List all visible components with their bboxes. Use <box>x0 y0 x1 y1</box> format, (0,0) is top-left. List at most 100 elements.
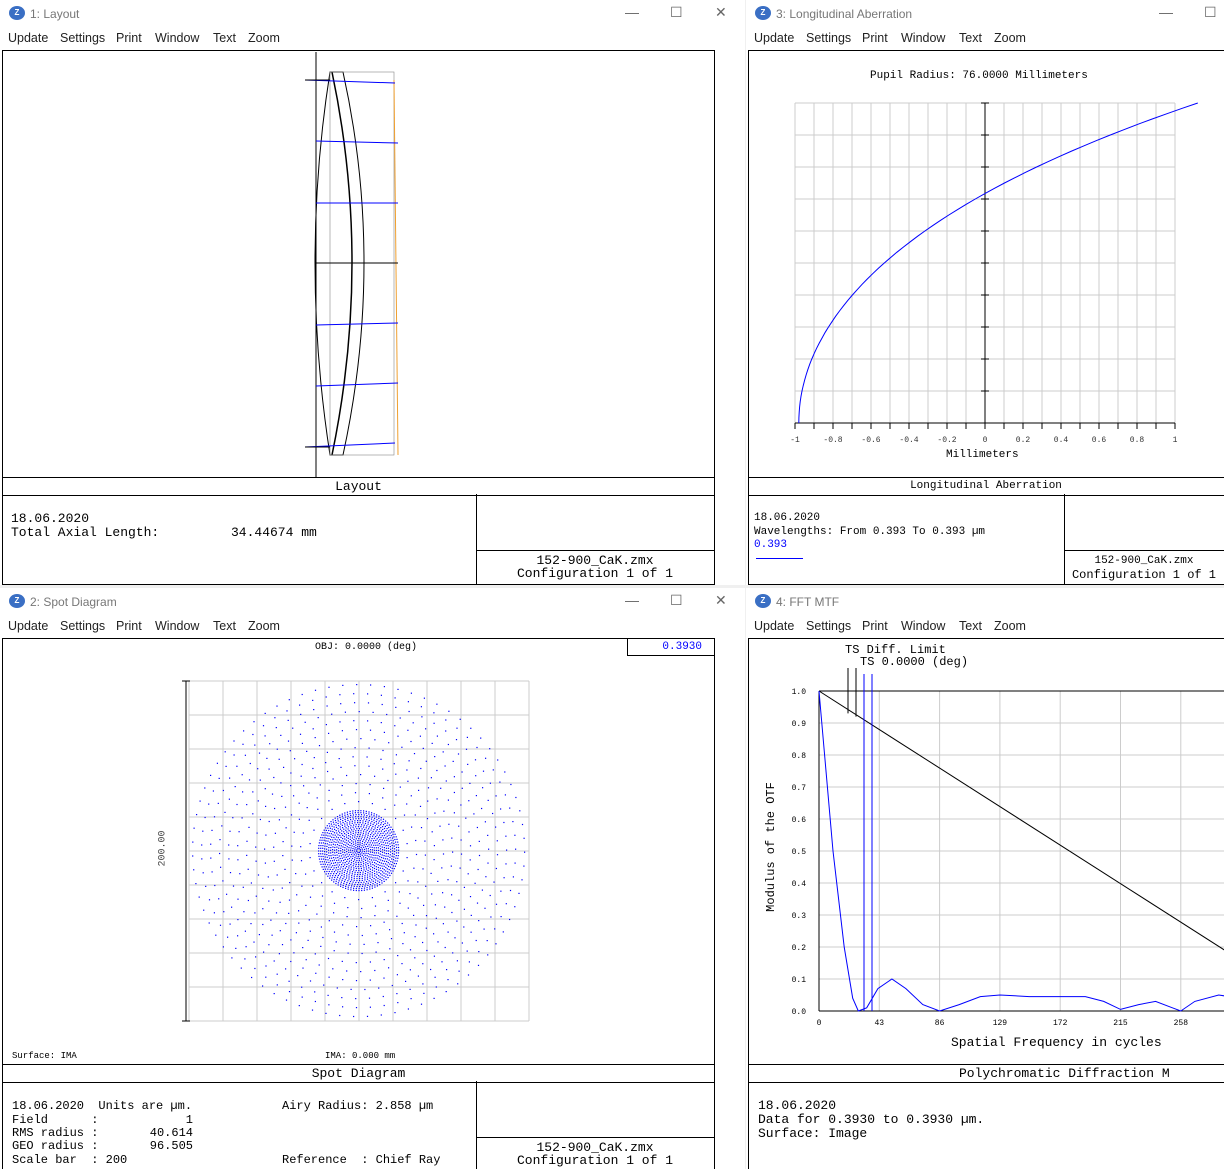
spot-point <box>341 824 343 826</box>
menu-update[interactable]: Update <box>754 31 795 45</box>
spot-point <box>360 867 362 869</box>
spot-point <box>212 790 214 792</box>
menu-print[interactable]: Print <box>862 31 888 45</box>
spot-point <box>323 858 325 860</box>
menu-settings[interactable]: Settings <box>806 31 852 45</box>
spot-point <box>395 794 397 796</box>
spot-point <box>312 728 314 730</box>
maximize-button[interactable]: ☐ <box>670 592 683 608</box>
menu-update[interactable]: Update <box>8 31 49 45</box>
spot-point <box>399 717 401 719</box>
spot-point <box>332 849 334 851</box>
menu-text[interactable]: Text <box>959 31 982 45</box>
title-bar[interactable]: Z 4: FFT MTF <box>746 588 1224 615</box>
spot-point <box>333 859 335 861</box>
caption-bar: Spot Diagram <box>2 1064 715 1083</box>
spot-point <box>374 739 376 741</box>
maximize-button[interactable]: ☐ <box>670 4 683 20</box>
menu-window[interactable]: Window <box>901 619 946 633</box>
spot-point <box>406 843 408 845</box>
menu-update[interactable]: Update <box>8 619 49 633</box>
spot-point <box>373 840 375 842</box>
window-title: 4: FFT MTF <box>776 595 840 609</box>
menu-zoom[interactable]: Zoom <box>248 619 280 633</box>
spot-point <box>353 846 355 848</box>
menu-print[interactable]: Print <box>116 619 142 633</box>
configuration: Configuration 1 of 1 <box>1071 568 1217 582</box>
spot-point <box>360 847 362 849</box>
spot-point <box>333 881 335 883</box>
spot-point <box>336 878 338 880</box>
spot-point <box>381 874 383 876</box>
spot-point <box>329 860 331 862</box>
spot-point <box>430 872 432 874</box>
spot-point <box>240 967 242 969</box>
menu-update[interactable]: Update <box>754 619 795 633</box>
spot-point <box>503 877 505 879</box>
spot-point <box>408 760 410 762</box>
minimize-button[interactable]: — <box>625 592 639 608</box>
spot-point <box>444 765 446 767</box>
title-bar[interactable]: Z 3: Longitudinal Aberration — ☐ <box>746 0 1224 27</box>
menu-bar: Update Settings Print Window Text Zoom <box>746 27 1224 50</box>
menu-zoom[interactable]: Zoom <box>248 31 280 45</box>
menu-zoom[interactable]: Zoom <box>994 619 1026 633</box>
menu-print[interactable]: Print <box>116 31 142 45</box>
spot-point <box>492 769 494 771</box>
spot-point <box>361 875 363 877</box>
spot-point <box>433 997 435 999</box>
spot-point <box>353 887 355 889</box>
spot-point <box>359 836 361 838</box>
menu-text[interactable]: Text <box>959 619 982 633</box>
spot-point <box>370 840 372 842</box>
spot-point <box>459 718 461 720</box>
minimize-button[interactable]: — <box>625 4 639 20</box>
spot-point <box>325 840 327 842</box>
minimize-button[interactable]: — <box>1159 4 1173 20</box>
spot-point <box>451 837 453 839</box>
spot-point <box>452 760 454 762</box>
menu-window[interactable]: Window <box>155 31 200 45</box>
spot-point <box>340 883 342 885</box>
spot-point <box>337 869 339 871</box>
spot-point <box>357 816 359 818</box>
spot-point <box>359 842 361 844</box>
maximize-button[interactable]: ☐ <box>1204 4 1217 20</box>
menu-print[interactable]: Print <box>862 619 888 633</box>
spot-point <box>466 950 468 952</box>
caption-bar: Layout <box>2 477 715 496</box>
menu-zoom[interactable]: Zoom <box>994 31 1026 45</box>
spot-point <box>372 857 374 859</box>
spot-point <box>347 843 349 845</box>
spot-point <box>514 834 516 836</box>
spot-point <box>347 888 349 890</box>
close-button[interactable]: ✕ <box>715 4 727 20</box>
menu-text[interactable]: Text <box>213 619 236 633</box>
spot-point <box>340 703 342 705</box>
spot-point <box>382 867 384 870</box>
spot-point <box>373 844 375 846</box>
spot-point <box>359 849 361 851</box>
spot-point <box>320 926 322 928</box>
spot-point <box>364 885 366 887</box>
menu-window[interactable]: Window <box>901 31 946 45</box>
spot-point <box>459 867 461 869</box>
title-bar[interactable]: Z 1: Layout — ☐ ✕ <box>0 0 745 27</box>
spot-point <box>346 866 348 868</box>
title-bar[interactable]: Z 2: Spot Diagram — ☐ ✕ <box>0 588 745 615</box>
spot-point <box>369 886 371 888</box>
spot-point <box>367 848 369 850</box>
spot-point <box>468 961 470 963</box>
close-button[interactable]: ✕ <box>715 592 727 608</box>
spot-point <box>382 821 384 823</box>
spot-point <box>374 884 376 886</box>
spot-point <box>361 934 363 937</box>
spot-point <box>426 949 428 952</box>
menu-settings[interactable]: Settings <box>806 619 852 633</box>
menu-settings[interactable]: Settings <box>60 619 106 633</box>
menu-window[interactable]: Window <box>155 619 200 633</box>
menu-settings[interactable]: Settings <box>60 31 106 45</box>
spot-point <box>383 827 386 830</box>
menu-text[interactable]: Text <box>213 31 236 45</box>
spot-point <box>330 852 332 854</box>
